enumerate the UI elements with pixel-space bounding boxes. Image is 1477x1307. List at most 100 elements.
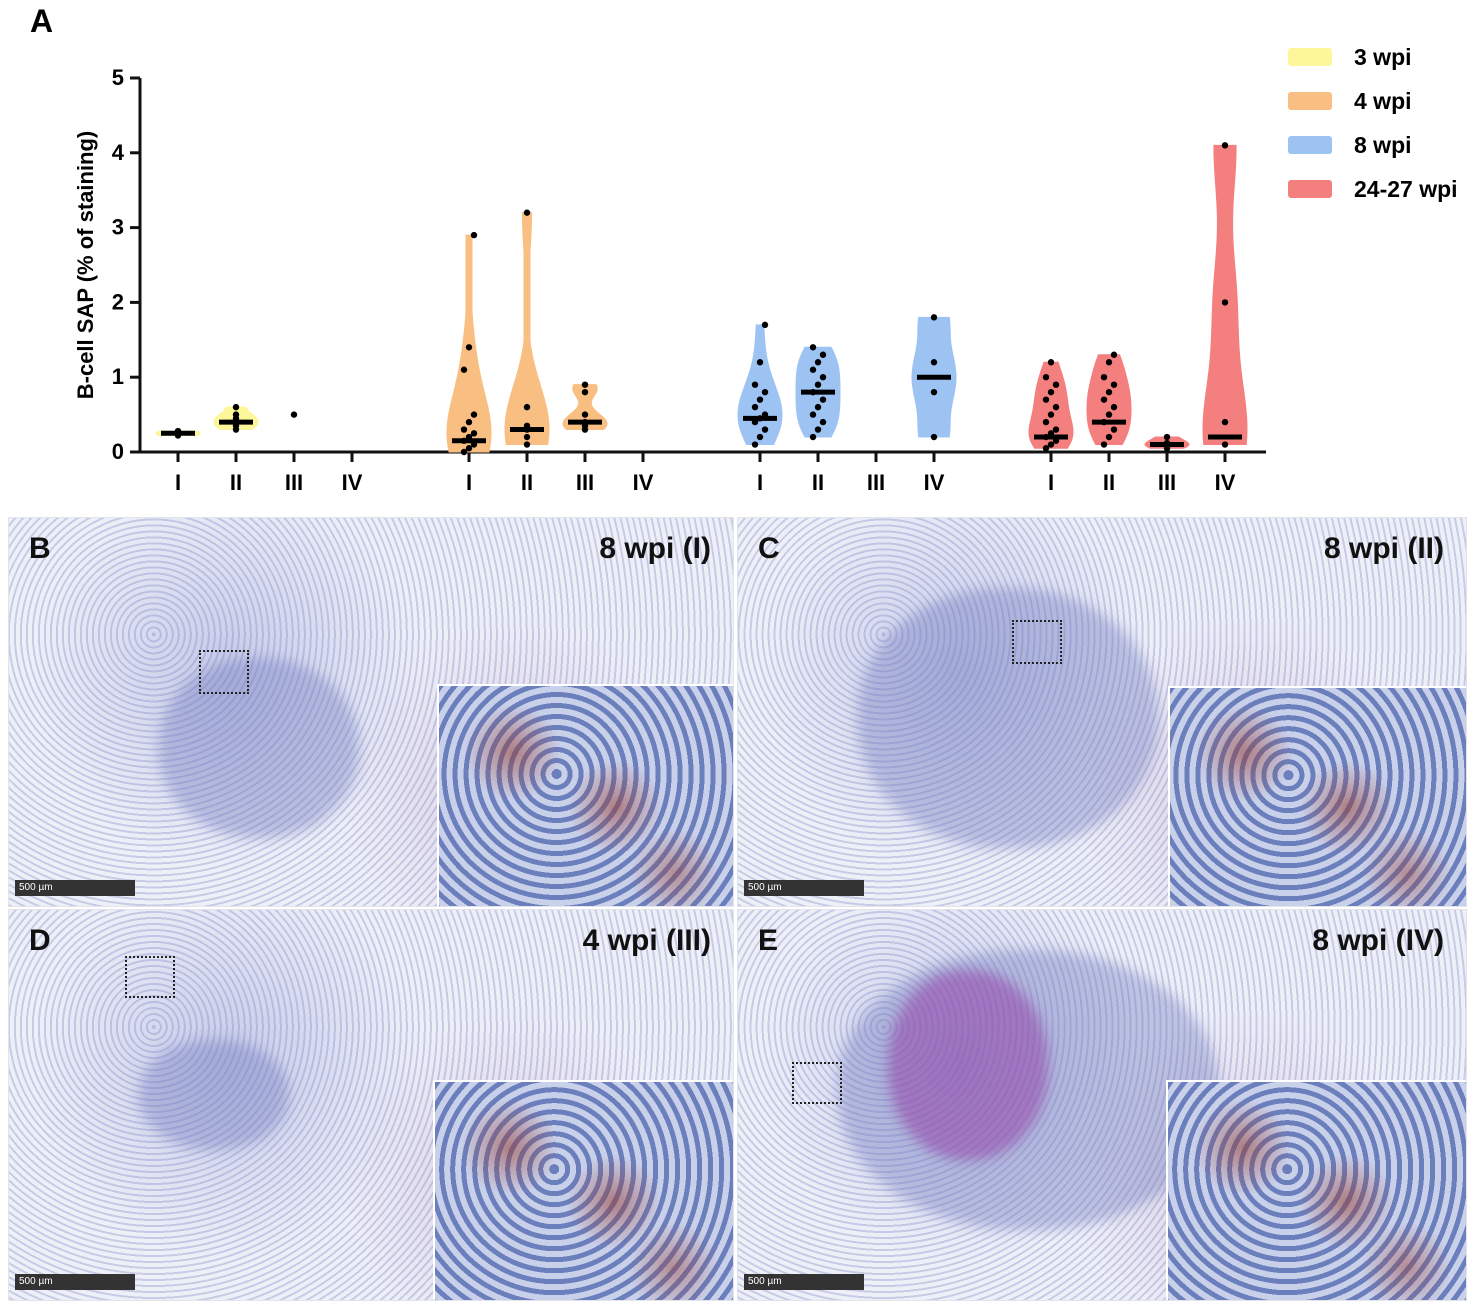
data-point — [232, 411, 240, 418]
panel-label: 8 wpi (I) — [599, 532, 711, 565]
data-point — [465, 433, 473, 441]
data-point — [1163, 439, 1171, 447]
data-point — [470, 430, 478, 437]
violin — [1028, 361, 1074, 449]
lesion-region — [858, 588, 1158, 848]
data-point — [761, 321, 769, 329]
micrograph-panel-e: E 8 wpi (IV) 500 µm — [737, 909, 1467, 1301]
data-point — [581, 411, 589, 418]
violin — [562, 384, 608, 431]
data-point — [460, 366, 468, 373]
data-point — [1100, 374, 1108, 381]
x-tick-label: III — [867, 470, 885, 495]
legend-swatch — [1288, 136, 1332, 154]
data-point — [809, 388, 817, 396]
data-point — [756, 433, 764, 441]
data-point — [930, 388, 938, 396]
micrograph-panel-d: D 4 wpi (III) 500 µm — [8, 909, 734, 1301]
data-point — [1105, 388, 1113, 396]
data-point — [761, 426, 769, 433]
data-point — [523, 422, 531, 430]
data-point — [1110, 381, 1118, 388]
x-tick-label: IV — [924, 470, 945, 495]
data-point — [751, 403, 759, 411]
magnified-inset — [437, 684, 733, 906]
legend-label: 8 wpi — [1354, 132, 1412, 158]
data-point — [460, 437, 468, 444]
magnified-inset — [1166, 1080, 1466, 1300]
magnified-inset — [1168, 686, 1466, 906]
data-point — [1042, 445, 1050, 452]
x-tick-label: IV — [1215, 470, 1236, 495]
data-point — [814, 359, 822, 366]
roi-box — [1012, 620, 1062, 664]
legend-label: 24-27 wpi — [1354, 176, 1458, 202]
y-axis-label: B-cell SAP (% of staining) — [73, 131, 98, 400]
data-point — [1047, 388, 1055, 396]
data-point — [809, 411, 817, 418]
data-point — [1047, 441, 1055, 448]
data-point — [1110, 351, 1118, 358]
data-point — [1047, 430, 1055, 437]
scale-bar: 500 µm — [15, 1274, 135, 1290]
y-tick-label: 0 — [112, 439, 124, 464]
violin — [1086, 354, 1132, 446]
data-point — [1100, 441, 1108, 448]
y-tick-label: 5 — [112, 65, 124, 90]
roi-box — [792, 1062, 842, 1104]
roi-box — [125, 956, 175, 998]
y-tick-label: 2 — [112, 289, 124, 314]
data-point — [809, 366, 817, 373]
data-point — [460, 448, 468, 456]
tissue-region — [159, 658, 359, 838]
data-point — [1221, 299, 1229, 306]
data-point — [1042, 396, 1050, 403]
legend-swatch — [1288, 48, 1332, 66]
y-tick-label: 1 — [112, 364, 124, 389]
scale-bar: 500 µm — [744, 1274, 864, 1290]
data-point — [465, 418, 473, 426]
x-tick-label: II — [230, 470, 242, 495]
data-point — [581, 381, 589, 388]
data-point — [930, 433, 938, 441]
data-point — [523, 209, 531, 216]
panel-letter: B — [29, 532, 51, 565]
data-point — [465, 344, 473, 351]
data-point — [1110, 426, 1118, 433]
x-tick-label: III — [285, 470, 303, 495]
data-point — [1052, 437, 1060, 444]
data-point — [751, 418, 759, 426]
data-point — [814, 381, 822, 388]
data-point — [1052, 403, 1060, 411]
panel-letter-a: A — [30, 3, 53, 39]
data-point — [470, 411, 478, 418]
data-point — [1047, 359, 1055, 366]
data-point — [1100, 418, 1108, 426]
x-tick-label: I — [175, 470, 181, 495]
y-tick-label: 4 — [112, 140, 125, 165]
data-point — [523, 441, 531, 448]
violin — [504, 212, 550, 446]
legend: 3 wpi 4 wpi 8 wpi 24-27 wpi — [1288, 44, 1458, 202]
necrotic-core — [888, 970, 1048, 1160]
violin — [1202, 144, 1248, 446]
data-point — [1042, 374, 1050, 381]
panel-letter: D — [29, 924, 51, 957]
data-point — [523, 433, 531, 441]
data-point — [930, 314, 938, 321]
panel-label: 8 wpi (II) — [1324, 532, 1444, 565]
data-point — [1105, 433, 1113, 441]
x-tick-label: II — [812, 470, 824, 495]
data-point — [1105, 359, 1113, 366]
scale-bar: 500 µm — [744, 880, 864, 896]
data-point — [1105, 411, 1113, 418]
legend-label: 3 wpi — [1354, 44, 1412, 70]
x-tick-label: II — [521, 470, 533, 495]
x-tick-label: I — [757, 470, 763, 495]
data-point — [581, 388, 589, 396]
data-point — [1052, 381, 1060, 388]
data-point — [1100, 396, 1108, 403]
x-tick-label: I — [466, 470, 472, 495]
